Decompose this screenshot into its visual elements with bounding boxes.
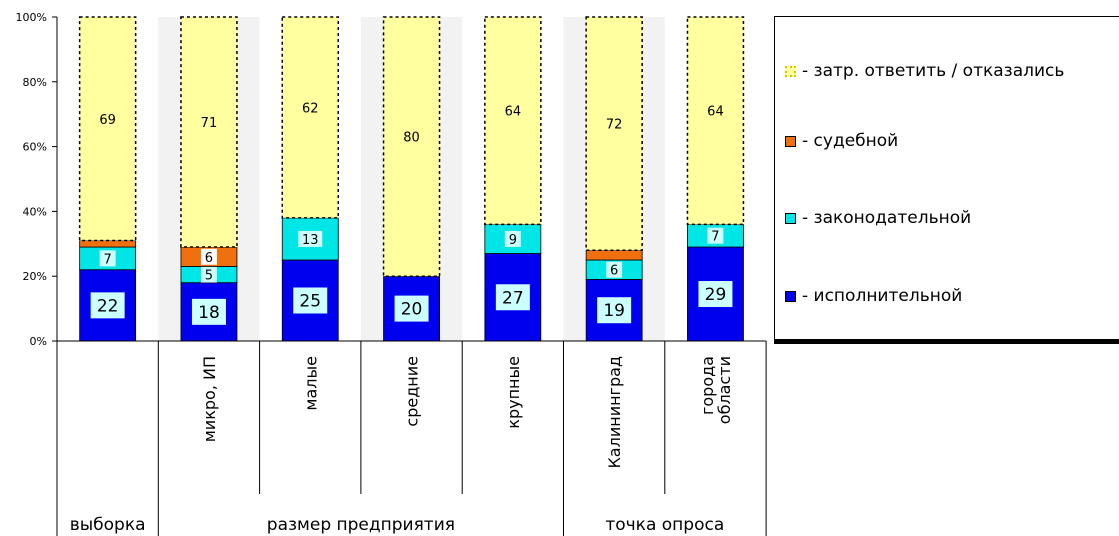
data-label-bg <box>707 227 724 244</box>
data-label-bg <box>293 287 328 314</box>
data-label-bg <box>99 250 116 267</box>
data-label-bg <box>298 230 323 247</box>
data-label-bg <box>90 292 125 319</box>
data-label-bg <box>200 248 217 265</box>
data-label-bg <box>504 230 521 247</box>
bar-segment-no-answer <box>484 16 542 226</box>
bar-segment-no-answer <box>180 16 238 248</box>
legend-label-executive: - исполнительной <box>802 286 963 306</box>
group-label: точка опроса <box>605 515 724 535</box>
data-label-executive: 25 <box>299 292 321 312</box>
category-label: Калининград <box>605 356 624 469</box>
bar-segment-judicial <box>79 240 137 248</box>
data-label-no-answer: 80 <box>403 131 420 146</box>
group-label: размер предприятия <box>267 515 455 535</box>
legend: - затр. ответить / отказались - судебной… <box>774 16 1119 340</box>
legend-label-judicial: - судебной <box>802 131 899 151</box>
legend-label-legislative: - законодательной <box>802 208 972 228</box>
data-label-no-answer: 64 <box>505 105 522 120</box>
data-label-legislative: 7 <box>104 252 112 267</box>
bar-segment-no-answer <box>281 16 339 219</box>
data-label-bg <box>606 261 623 278</box>
data-label-no-answer: 69 <box>99 113 116 128</box>
bar-segment-no-answer <box>585 16 643 252</box>
y-tick-label: 0% <box>30 335 47 348</box>
data-label-bg <box>191 298 226 325</box>
category-label: города <box>698 356 717 415</box>
data-label-no-answer: 71 <box>201 116 218 131</box>
y-tick-label: 20% <box>23 270 47 283</box>
data-label-legislative: 9 <box>509 233 517 248</box>
data-label-bg <box>495 284 530 311</box>
data-label-legislative: 13 <box>302 233 319 248</box>
data-label-no-answer: 72 <box>606 118 623 133</box>
stacked-bar-chart: 0%20%40%60%80%100%2276918567125136220802… <box>16 11 767 536</box>
data-label-executive: 29 <box>705 285 727 305</box>
data-label-no-answer: 64 <box>707 105 724 120</box>
category-label: области <box>715 356 734 424</box>
data-label-bg <box>597 297 632 324</box>
category-label: малые <box>301 356 320 411</box>
data-label-bg <box>200 266 217 283</box>
legend-swatch-no-answer <box>785 65 796 77</box>
data-label-legislative: 7 <box>711 230 719 245</box>
legend-swatch-executive <box>785 290 796 302</box>
category-label: крупные <box>504 356 523 429</box>
data-label-executive: 27 <box>502 288 524 308</box>
data-label-executive: 19 <box>603 301 625 321</box>
legend-item-legislative: - законодательной <box>785 208 971 228</box>
data-label-executive: 18 <box>198 303 220 323</box>
bar-segment-judicial <box>585 249 643 261</box>
bar-segment-no-answer <box>78 16 137 242</box>
data-label-executive: 22 <box>97 296 119 316</box>
y-tick-label: 40% <box>23 205 47 218</box>
legend-swatch-legislative <box>785 212 796 224</box>
data-label-no-answer: 62 <box>302 101 319 116</box>
legend-label-no-answer: - затр. ответить / отказались <box>802 61 1065 81</box>
data-label-executive: 20 <box>401 300 423 320</box>
legend-swatch-judicial <box>785 135 796 147</box>
bar-segment-no-answer <box>382 16 441 277</box>
y-tick-label: 60% <box>23 141 47 154</box>
data-label-bg <box>698 281 733 308</box>
data-label-judicial: 6 <box>205 251 213 266</box>
legend-item-no-answer: - затр. ответить / отказались <box>785 61 1064 81</box>
data-label-legislative: 6 <box>610 264 618 279</box>
category-label: микро, ИП <box>200 356 219 442</box>
y-tick-label: 100% <box>16 11 47 24</box>
group-label: выборка <box>70 515 146 535</box>
bar-segment-no-answer <box>686 16 745 226</box>
data-label-legislative: 5 <box>205 269 213 284</box>
legend-item-executive: - исполнительной <box>785 286 962 306</box>
category-label: средние <box>403 356 422 427</box>
data-label-bg <box>394 295 429 322</box>
y-tick-label: 80% <box>23 76 47 89</box>
legend-item-judicial: - судебной <box>785 131 898 151</box>
